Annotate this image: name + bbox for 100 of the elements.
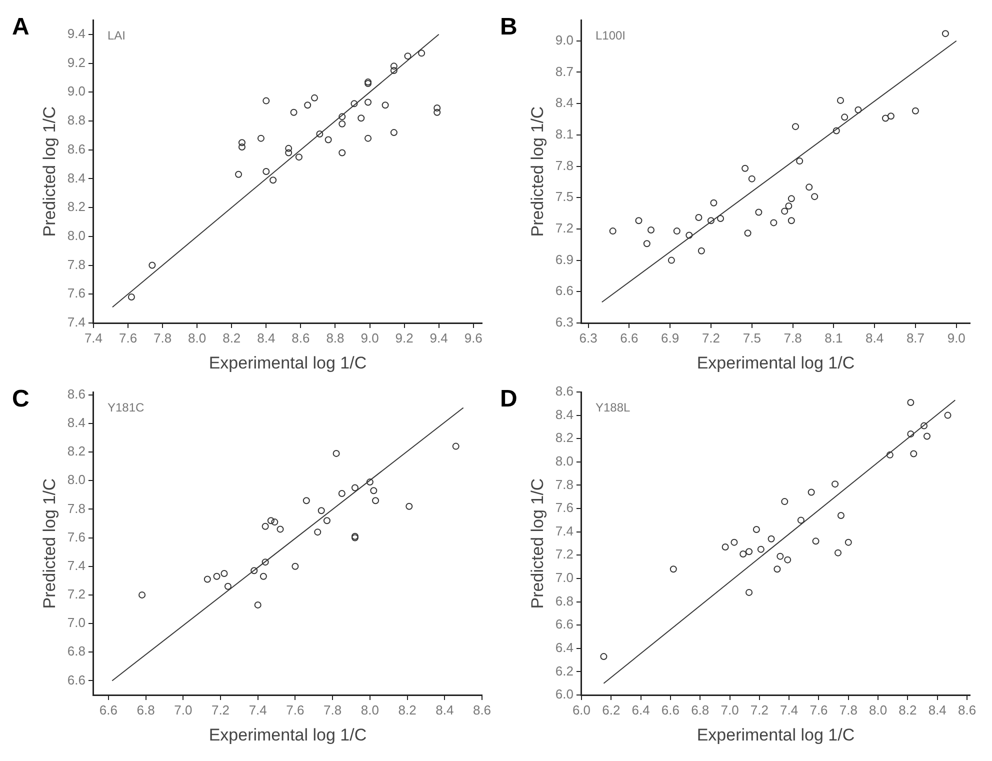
point (784, 556, 792, 564)
point (390, 62, 398, 70)
x-axis-title: Experimental log 1/C (696, 725, 855, 744)
point (290, 108, 298, 116)
x-axis-title: Experimental log 1/C (696, 353, 855, 372)
point (406, 502, 413, 510)
x-tick-label: 6.9 (661, 330, 680, 346)
x-tick-label: 6.6 (99, 702, 118, 718)
point (886, 451, 894, 458)
x-tick-label: 8.6 (292, 330, 310, 346)
y-tick-label: 8.2 (67, 444, 86, 459)
point (907, 430, 914, 438)
y-tick-label: 7.6 (67, 286, 86, 301)
x-tick-label: 8.2 (398, 702, 416, 718)
point (316, 130, 324, 138)
point (338, 113, 346, 120)
point (314, 528, 322, 536)
x-tick-label: 8.6 (958, 702, 976, 718)
point (748, 175, 756, 182)
x-axis-title: Experimental log 1/C (208, 725, 367, 744)
point (837, 512, 844, 520)
x-tick-label: 7.8 (784, 330, 802, 346)
y-axis-title: Predicted log 1/C (528, 106, 547, 237)
x-tick-label: 7.4 (248, 702, 267, 718)
point (643, 240, 650, 248)
point (302, 497, 310, 504)
y-tick-label: 8.0 (67, 472, 86, 488)
x-tick-label: 9.0 (360, 330, 379, 346)
point (304, 102, 312, 109)
point (792, 123, 800, 130)
x-tick-label: 7.0 (174, 702, 192, 718)
point (262, 168, 270, 175)
annotation: Y188L (595, 400, 630, 414)
y-tick-label: 7.8 (555, 158, 574, 173)
point (882, 114, 889, 122)
x-tick-label: 6.6 (620, 330, 638, 346)
point (295, 154, 302, 161)
y-tick-label: 7.0 (67, 615, 86, 630)
x-tick-label: 7.2 (702, 330, 720, 346)
y-tick-label: 8.7 (555, 64, 574, 79)
x-tick-label: 8.0 (360, 702, 379, 718)
x-tick-label: 8.4 (866, 330, 884, 346)
point (776, 552, 784, 560)
x-tick-label: 7.8 (154, 330, 172, 346)
point (812, 538, 820, 545)
point (673, 228, 680, 235)
x-tick-label: 9.4 (430, 330, 448, 346)
x-tick-label: 7.8 (839, 702, 858, 718)
x-tick-label: 7.8 (324, 702, 342, 718)
point (267, 517, 274, 524)
point (746, 548, 753, 556)
point (213, 572, 220, 580)
point (366, 478, 374, 486)
x-tick-label: 9.0 (947, 330, 966, 346)
x-tick-label: 8.7 (906, 330, 925, 346)
y-tick-label: 7.6 (555, 500, 574, 516)
y-tick-label: 7.4 (67, 314, 86, 330)
point (418, 50, 426, 57)
point (757, 546, 764, 553)
y-tick-label: 9.0 (67, 84, 86, 99)
y-tick-label: 8.6 (555, 384, 574, 399)
point (434, 104, 441, 112)
point (788, 195, 795, 202)
y-tick-label: 8.1 (555, 126, 574, 142)
x-tick-label: 8.1 (824, 330, 843, 346)
x-tick-label: 6.0 (572, 702, 591, 718)
point (770, 219, 778, 226)
point (262, 558, 269, 566)
point (695, 214, 702, 221)
y-tick-label: 7.6 (67, 529, 86, 544)
point (698, 247, 705, 254)
point (270, 176, 277, 184)
point (808, 488, 815, 496)
x-tick-label: 7.6 (810, 702, 828, 718)
point (434, 108, 441, 116)
point (318, 507, 325, 514)
point (238, 143, 246, 150)
x-tick-label: 6.6 (661, 702, 680, 718)
point (271, 518, 278, 526)
point (912, 107, 919, 114)
y-tick-label: 8.2 (67, 199, 86, 214)
point (262, 522, 269, 530)
point (887, 112, 894, 120)
x-tick-label: 8.4 (436, 702, 454, 718)
point (311, 94, 318, 102)
y-tick-label: 8.0 (67, 228, 86, 244)
y-tick-label: 6.8 (555, 593, 574, 608)
y-tick-label: 6.4 (555, 640, 574, 655)
point (292, 562, 299, 570)
x-tick-label: 7.2 (211, 702, 230, 718)
x-tick-label: 7.4 (84, 330, 103, 346)
point (752, 526, 760, 534)
point (609, 228, 616, 235)
y-tick-label: 6.0 (555, 686, 574, 702)
y-tick-label: 7.4 (555, 523, 574, 538)
y-tick-label: 8.4 (67, 170, 86, 186)
point (364, 98, 372, 106)
point (285, 144, 292, 152)
y-axis-title: Predicted log 1/C (528, 478, 547, 609)
point (707, 217, 714, 224)
